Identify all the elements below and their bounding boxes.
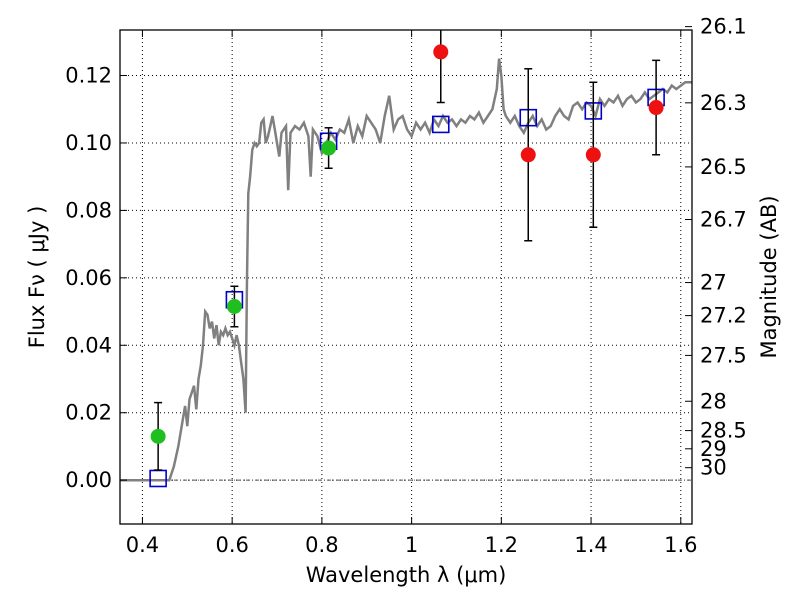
y-tick-label: 0.12 [65,64,112,88]
x-tick-label: 1.2 [485,533,518,557]
y2-tick-label: 27 [700,271,727,295]
y-tick-label: 0.06 [65,266,112,290]
plot-area [120,30,692,488]
axis-ticks [120,26,692,524]
y-tick-label: 0.10 [65,131,112,155]
y2-tick-label: 27.2 [700,304,747,328]
y2-tick-label: 28.5 [700,419,747,443]
y2-tick-label: 27.5 [700,343,747,367]
x-tick-label: 1.6 [664,533,697,557]
template-spectrum-line [120,58,692,482]
model-squares [149,88,665,488]
data-points [150,44,664,444]
y2-tick-label: 26.7 [700,208,747,232]
x-tick-label: 0.6 [215,533,248,557]
data-point [321,140,337,156]
plot-frame [119,29,693,525]
y2-tick-label: 26.5 [700,155,747,179]
data-point [150,428,166,444]
y-tick-labels: 0.00 0.02 0.04 0.06 0.08 0.10 0.12 [65,64,112,493]
y2-tick-label: 30 [700,456,727,480]
data-point [520,147,536,163]
y-axis-label: Flux Fν ( μJy ) [25,206,49,349]
y2-tick-label: 28 [700,389,727,413]
model-square-marker [431,115,450,134]
y-tick-label: 0.04 [65,333,112,357]
data-point [433,44,449,60]
errorbars [154,30,661,471]
y2-axis-label: Magnitude (AB) [757,195,781,358]
y2-tick-label: 26.3 [700,91,747,115]
model-square-marker [149,469,167,488]
y2-tick-label: 26.1 [700,15,747,39]
y-tick-label: 0.02 [65,401,112,425]
x-tick-label: 0.4 [126,533,159,557]
x-tick-label: 1 [405,533,418,557]
y-tick-label: 0.08 [65,198,112,222]
data-point [648,100,664,116]
x-tick-label: 0.8 [305,533,338,557]
y-tick-label: 0.00 [65,468,112,492]
data-point [226,299,242,315]
y2-tick-label: 29 [700,437,727,461]
x-tick-label: 1.4 [574,533,607,557]
y-gridlines [120,75,692,481]
grid-layer [120,30,692,524]
x-tick-labels: 0.4 0.6 0.8 1 1.2 1.4 1.6 [126,533,698,557]
data-point [585,147,601,163]
x-axis-label: Wavelength λ (μm) [306,563,507,587]
x-gridlines [141,30,682,524]
